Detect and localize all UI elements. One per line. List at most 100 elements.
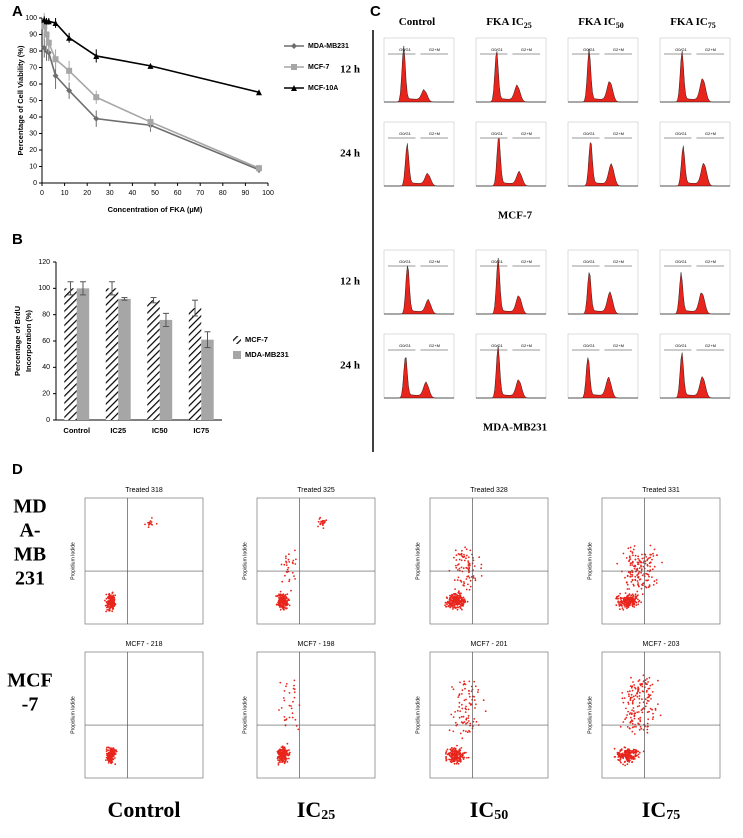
cell-dot [638, 578, 641, 581]
histogram [660, 50, 730, 103]
cell-dot [465, 751, 467, 754]
cell-dot [641, 711, 644, 714]
cell-dot [283, 746, 286, 749]
cell-dot [633, 584, 635, 587]
cell-dot [285, 557, 287, 560]
gate-label: G0/G1 [491, 343, 504, 348]
cell-dot [279, 606, 281, 608]
cell-dot [461, 756, 464, 758]
cell-dot [632, 749, 635, 751]
gate-label: G0/G1 [491, 259, 504, 264]
marker [66, 67, 73, 74]
cell-dot [640, 601, 642, 604]
cell-dot [104, 599, 106, 602]
plot-title: MCF7 - 218 [126, 641, 163, 648]
cell-dot [111, 747, 113, 750]
cell-dot [472, 576, 475, 579]
cell-dot [468, 571, 470, 574]
bar [147, 300, 160, 420]
cell-dot [281, 761, 283, 764]
cell-dot [286, 593, 289, 596]
cell-dot [468, 730, 471, 733]
cell-dot [628, 695, 630, 698]
cell-dot [635, 751, 637, 754]
cell-dot [456, 564, 459, 566]
cell-dot [467, 556, 470, 559]
cell-dot [631, 689, 634, 692]
cell-dot [636, 561, 639, 564]
plot-title: MCF7 - 201 [471, 641, 508, 648]
cell-dot [648, 585, 651, 587]
y-axis-title: Percentage of BrdU [13, 306, 22, 376]
cell-dot [638, 702, 641, 704]
cell-dot [642, 565, 645, 568]
cell-dot [626, 583, 629, 586]
cell-dot [644, 682, 647, 684]
column-label-sub: 75 [666, 808, 680, 823]
gate-label: G2+M [705, 131, 716, 136]
cell-dot [461, 722, 464, 724]
cell-dot [625, 757, 628, 760]
panel-label: A [12, 3, 23, 20]
cell-dot [281, 606, 284, 609]
x-tick-label: 40 [129, 190, 137, 197]
cell-dot [456, 744, 458, 747]
cell-dot [624, 746, 627, 749]
cell-dot [463, 584, 465, 587]
cell-dot [629, 564, 632, 566]
cell-dot [285, 683, 288, 685]
histogram [384, 45, 454, 103]
cell-dot [458, 558, 461, 561]
cell-dot [465, 554, 468, 557]
cell-dot [460, 693, 463, 695]
cell-dot [631, 756, 633, 759]
cell-dot [112, 758, 115, 761]
gate-label: G2+M [521, 343, 532, 348]
cell-dot [637, 572, 640, 575]
marker [291, 43, 297, 49]
cell-dot [646, 564, 649, 566]
cell-dot [458, 750, 460, 753]
cell-dot [114, 603, 117, 605]
cell-dot [478, 556, 481, 559]
cell-dot [473, 718, 476, 720]
cell-dot [453, 597, 456, 600]
cell-dot [627, 748, 629, 751]
cell-dot [651, 708, 653, 711]
cell-dot [634, 578, 637, 581]
cell-dot [107, 603, 110, 606]
gate-label: G0/G1 [399, 343, 412, 348]
cell-dot [633, 714, 636, 717]
cell-dot [288, 753, 291, 756]
cell-dot [454, 599, 456, 602]
cell-dot [637, 583, 639, 586]
cell-dot [622, 753, 625, 756]
plot-title: Treated 325 [297, 487, 335, 494]
cell-dot [619, 592, 621, 595]
cell-dot [284, 602, 287, 605]
cell-dot [461, 707, 464, 710]
cell-dot [652, 584, 655, 586]
cell-dot [112, 604, 114, 607]
cell-dot [460, 747, 463, 749]
cell-dot [108, 605, 111, 608]
cell-dot [639, 561, 642, 564]
cell-dot [645, 556, 648, 558]
cell-dot [278, 755, 281, 758]
cell-dot [109, 757, 112, 760]
cell-dot [278, 598, 281, 600]
cell-dot [630, 676, 632, 679]
cell-dot [445, 755, 447, 758]
cell-dot [295, 725, 298, 727]
cell-dot [282, 608, 285, 611]
cell-dot [622, 608, 625, 611]
cell-dot [622, 763, 624, 766]
cell-dot [480, 563, 483, 566]
cell-dot [278, 709, 280, 711]
cell-dot [451, 608, 454, 610]
cell-dot [647, 718, 650, 721]
cell-dot [633, 684, 635, 686]
cell-dot [113, 604, 116, 607]
cell-dot [282, 697, 285, 699]
